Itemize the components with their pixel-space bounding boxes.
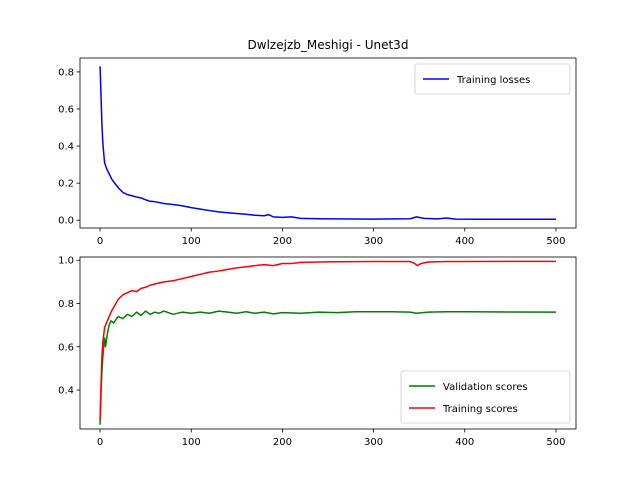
x-tick-label: 200 [273, 437, 292, 448]
x-tick-label: 100 [182, 437, 201, 448]
legend: Training losses [415, 64, 570, 94]
x-tick-label: 100 [182, 236, 201, 247]
subplot-1: 0 100 200 300 400 500 0.0 0.2 0.4 0.6 0.8 Training … [58, 58, 576, 247]
subplot-2: 0 100 200 300 400 500 0.4 0.6 0.8 1.0 Validation s… [58, 256, 576, 448]
x-tick-label: 400 [455, 236, 474, 247]
x-tick-label: 0 [97, 236, 103, 247]
y-tick-label: 0.8 [58, 299, 74, 310]
y-tick-label: 1.0 [58, 256, 74, 267]
y-tick-label: 0.4 [58, 386, 74, 397]
y-tick-label: 0.0 [58, 216, 74, 227]
y-tick-label: 0.8 [58, 67, 74, 78]
y-tick-label: 0.2 [58, 179, 74, 190]
x-tick-label: 400 [455, 437, 474, 448]
legend: Validation scores Training scores [401, 371, 570, 423]
y-tick-label: 0.4 [58, 142, 74, 153]
y-tick-label: 0.6 [58, 342, 74, 353]
x-tick-label: 300 [364, 437, 383, 448]
x-tick-label: 300 [364, 236, 383, 247]
x-tick-label: 200 [273, 236, 292, 247]
x-tick-label: 500 [546, 236, 565, 247]
legend-box [401, 371, 570, 423]
y-tick-label: 0.6 [58, 104, 74, 115]
legend-label: Training losses [456, 75, 530, 86]
legend-label: Training scores [442, 404, 518, 415]
figure-title: Dwlzejzb_Meshigi - Unet3d [248, 38, 409, 52]
legend-label: Validation scores [443, 382, 528, 393]
x-tick-label: 500 [546, 437, 565, 448]
x-tick-label: 0 [97, 437, 103, 448]
